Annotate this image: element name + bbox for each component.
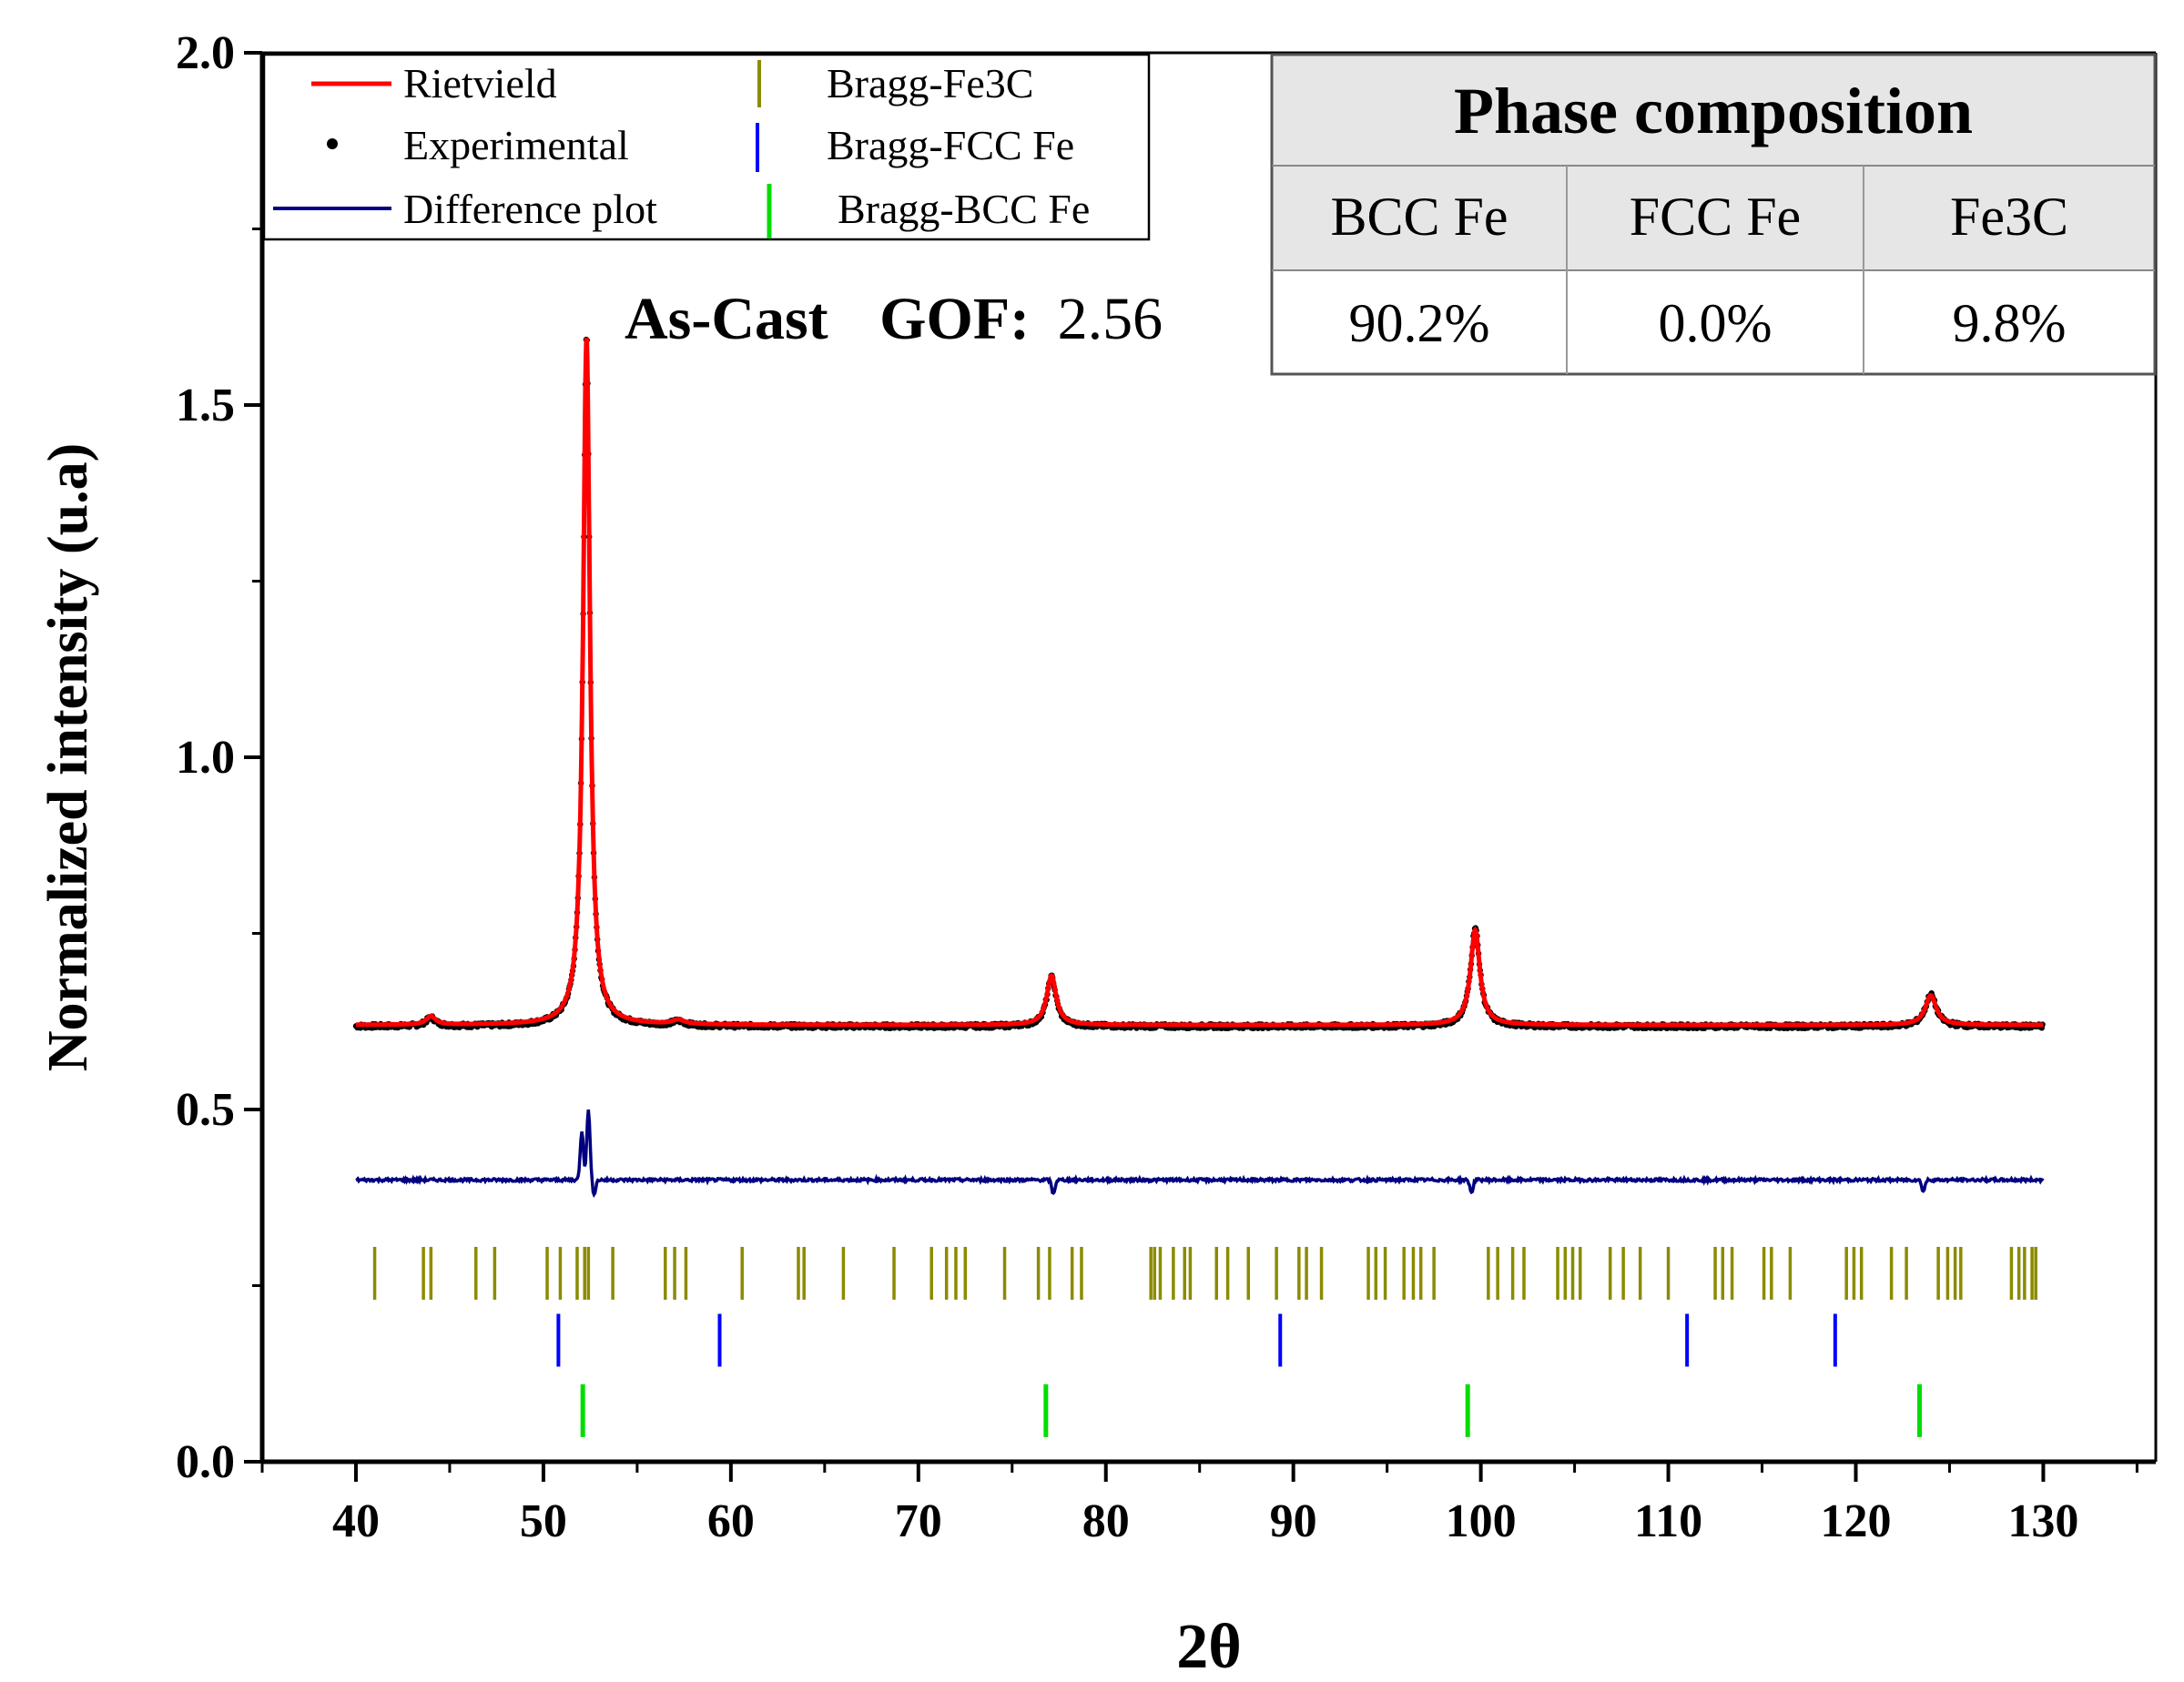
legend-experimental-label: Experimental [403,122,629,168]
x-tick-label: 40 [332,1495,380,1547]
x-tick-label: 120 [1820,1495,1891,1547]
x-tick-label: 110 [1634,1495,1702,1547]
y-tick-label: 1.5 [176,380,235,431]
y-axis-title: Normalized intensity (u.a) [37,443,99,1072]
sample-annotation: As-Cast GOF: 2.56 [625,286,1163,352]
legend: Rietvield Experimental Difference plot B… [262,53,1151,241]
experimental-series [352,336,2046,1032]
legend-fe3c-label: Bragg-Fe3C [827,60,1033,106]
y-tick-label: 0.0 [176,1436,235,1488]
difference-plot-line [355,1109,2045,1199]
x-axis-title: 2θ [1176,1612,1242,1682]
y-tick-label: 0.5 [176,1084,235,1136]
phase-table: Phase composition BCC Fe FCC Fe Fe3C 90.… [1270,53,2157,376]
x-tick-label: 50 [520,1495,567,1547]
legend-experimental-swatch [327,138,338,149]
gof-value: 2.56 [1058,286,1163,352]
phase-table-title: Phase composition [1454,75,1973,147]
x-tick-label: 130 [2007,1495,2078,1547]
legend-fcc-label: Bragg-FCC Fe [827,122,1074,168]
x-tick-label: 80 [1082,1495,1130,1547]
x-axis-ticks: 40 50 60 70 80 90 100 110 120 130 [260,1462,2138,1547]
legend-rietvield-label: Rietvield [403,60,557,106]
x-tick-label: 60 [707,1495,755,1547]
rietvield-fit-line [356,338,2044,1028]
phase-header-fcc: FCC Fe [1630,187,1801,247]
legend-difference-label: Difference plot [403,186,657,232]
phase-value-fe3c: 9.8% [1953,293,2067,353]
y-tick-label: 1.0 [176,732,235,784]
legend-bcc-label: Bragg-BCC Fe [838,186,1090,232]
gof-label: GOF: [879,286,1030,352]
phase-header-bcc: BCC Fe [1330,187,1508,247]
y-tick-label: 2.0 [176,27,235,79]
sample-name: As-Cast [625,286,828,352]
y-axis-ticks: 0.0 0.5 1.0 1.5 2.0 [176,27,262,1488]
phase-value-fcc: 0.0% [1659,293,1773,353]
bragg-markers [372,1246,2037,1437]
phase-value-bcc: 90.2% [1349,293,1490,353]
phase-header-fe3c: Fe3C [1950,187,2068,247]
data-series [352,336,2046,1199]
x-tick-label: 100 [1446,1495,1517,1547]
x-tick-label: 90 [1270,1495,1317,1547]
x-tick-label: 70 [895,1495,942,1547]
